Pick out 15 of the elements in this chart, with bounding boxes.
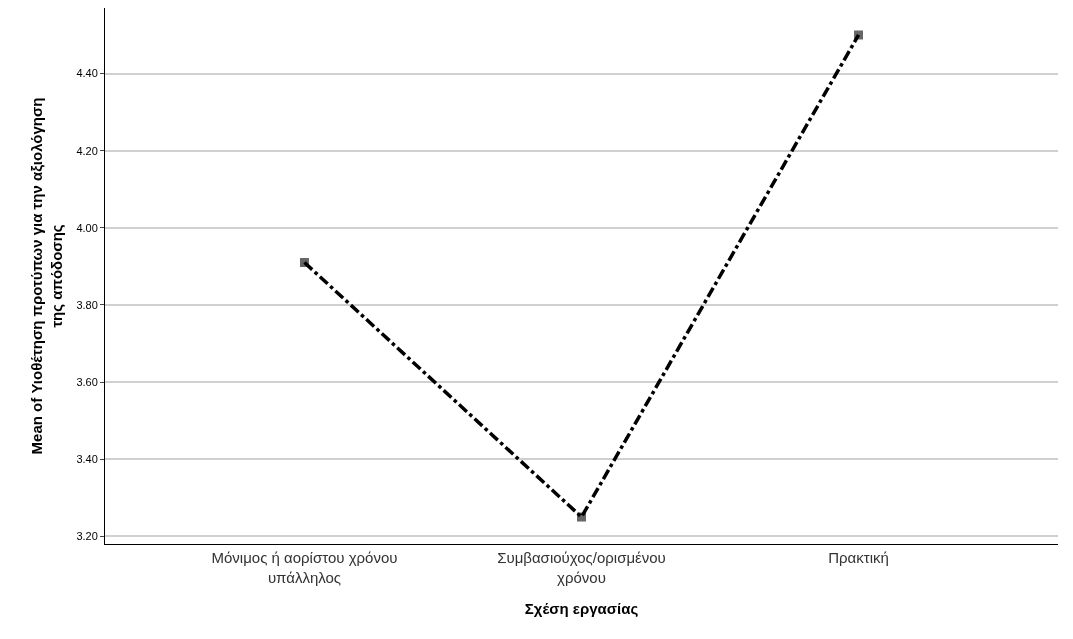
point xyxy=(577,512,586,522)
y-axis-title: Mean of Υιοθέτηση προτύπων για την αξιολόγηση της απόδοσης xyxy=(28,97,65,455)
x-tick-label: Συμβασιούχος/ορισμένου χρόνου xyxy=(497,549,666,586)
point xyxy=(854,30,864,40)
point xyxy=(299,258,309,267)
y-tick-label: 3.40 xyxy=(76,453,98,466)
x-tick-label: Πρακτική xyxy=(828,549,889,566)
y-tick-label: 4.40 xyxy=(76,67,98,80)
x-tick-label: Μόνιμος ή αορίστου χρόνου υπάλληλος xyxy=(211,549,398,586)
y-tick-label: 4.20 xyxy=(76,144,98,157)
x-axis-title: Σχέση εργασίας xyxy=(524,599,639,617)
y-tick-label: 3.80 xyxy=(76,298,98,311)
y-tick-label: 3.20 xyxy=(76,530,98,543)
y-tick-label: 4.00 xyxy=(76,221,98,234)
y-tick-label: 3.60 xyxy=(76,375,98,388)
